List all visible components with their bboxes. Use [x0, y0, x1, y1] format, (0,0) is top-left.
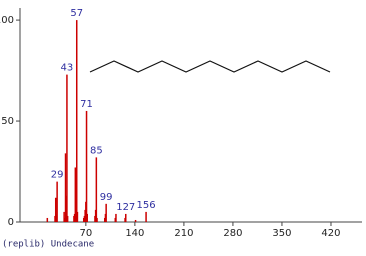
peak	[63, 211, 65, 222]
peak-label: 99	[100, 192, 113, 203]
peak-label: 29	[51, 170, 64, 181]
peak-label: 156	[137, 200, 156, 211]
peak-label: 85	[90, 145, 103, 156]
peak	[76, 211, 79, 222]
peak	[64, 153, 67, 222]
x-tick-label: 350	[272, 228, 291, 239]
peak	[145, 211, 147, 222]
peak	[95, 157, 98, 222]
peak-label: 43	[61, 63, 74, 74]
peak	[54, 197, 57, 222]
peak	[66, 74, 68, 222]
peak-label: 71	[80, 99, 93, 110]
x-tick-label: 70	[79, 228, 92, 239]
x-tick-label: 280	[223, 228, 242, 239]
peak	[66, 215, 69, 222]
peak	[56, 181, 58, 222]
x-tick-label: 420	[321, 228, 340, 239]
peak	[85, 110, 88, 222]
y-tick-label: 0	[8, 217, 14, 228]
peak-label: 127	[116, 202, 135, 213]
peak	[125, 213, 127, 222]
caption: (replib) Undecane	[2, 240, 94, 250]
peak	[75, 20, 78, 222]
peak	[96, 217, 98, 222]
x-tick-label: 210	[174, 228, 193, 239]
peak	[105, 203, 107, 222]
peak	[115, 213, 117, 222]
y-tick-label: 50	[1, 116, 14, 127]
x-tick-label: 140	[125, 228, 144, 239]
peak-label: 57	[70, 8, 83, 19]
peak	[86, 213, 88, 222]
molecule-structure	[89, 60, 331, 73]
peak	[46, 217, 49, 222]
y-tick-label: 100	[0, 15, 14, 26]
peak	[134, 219, 137, 222]
